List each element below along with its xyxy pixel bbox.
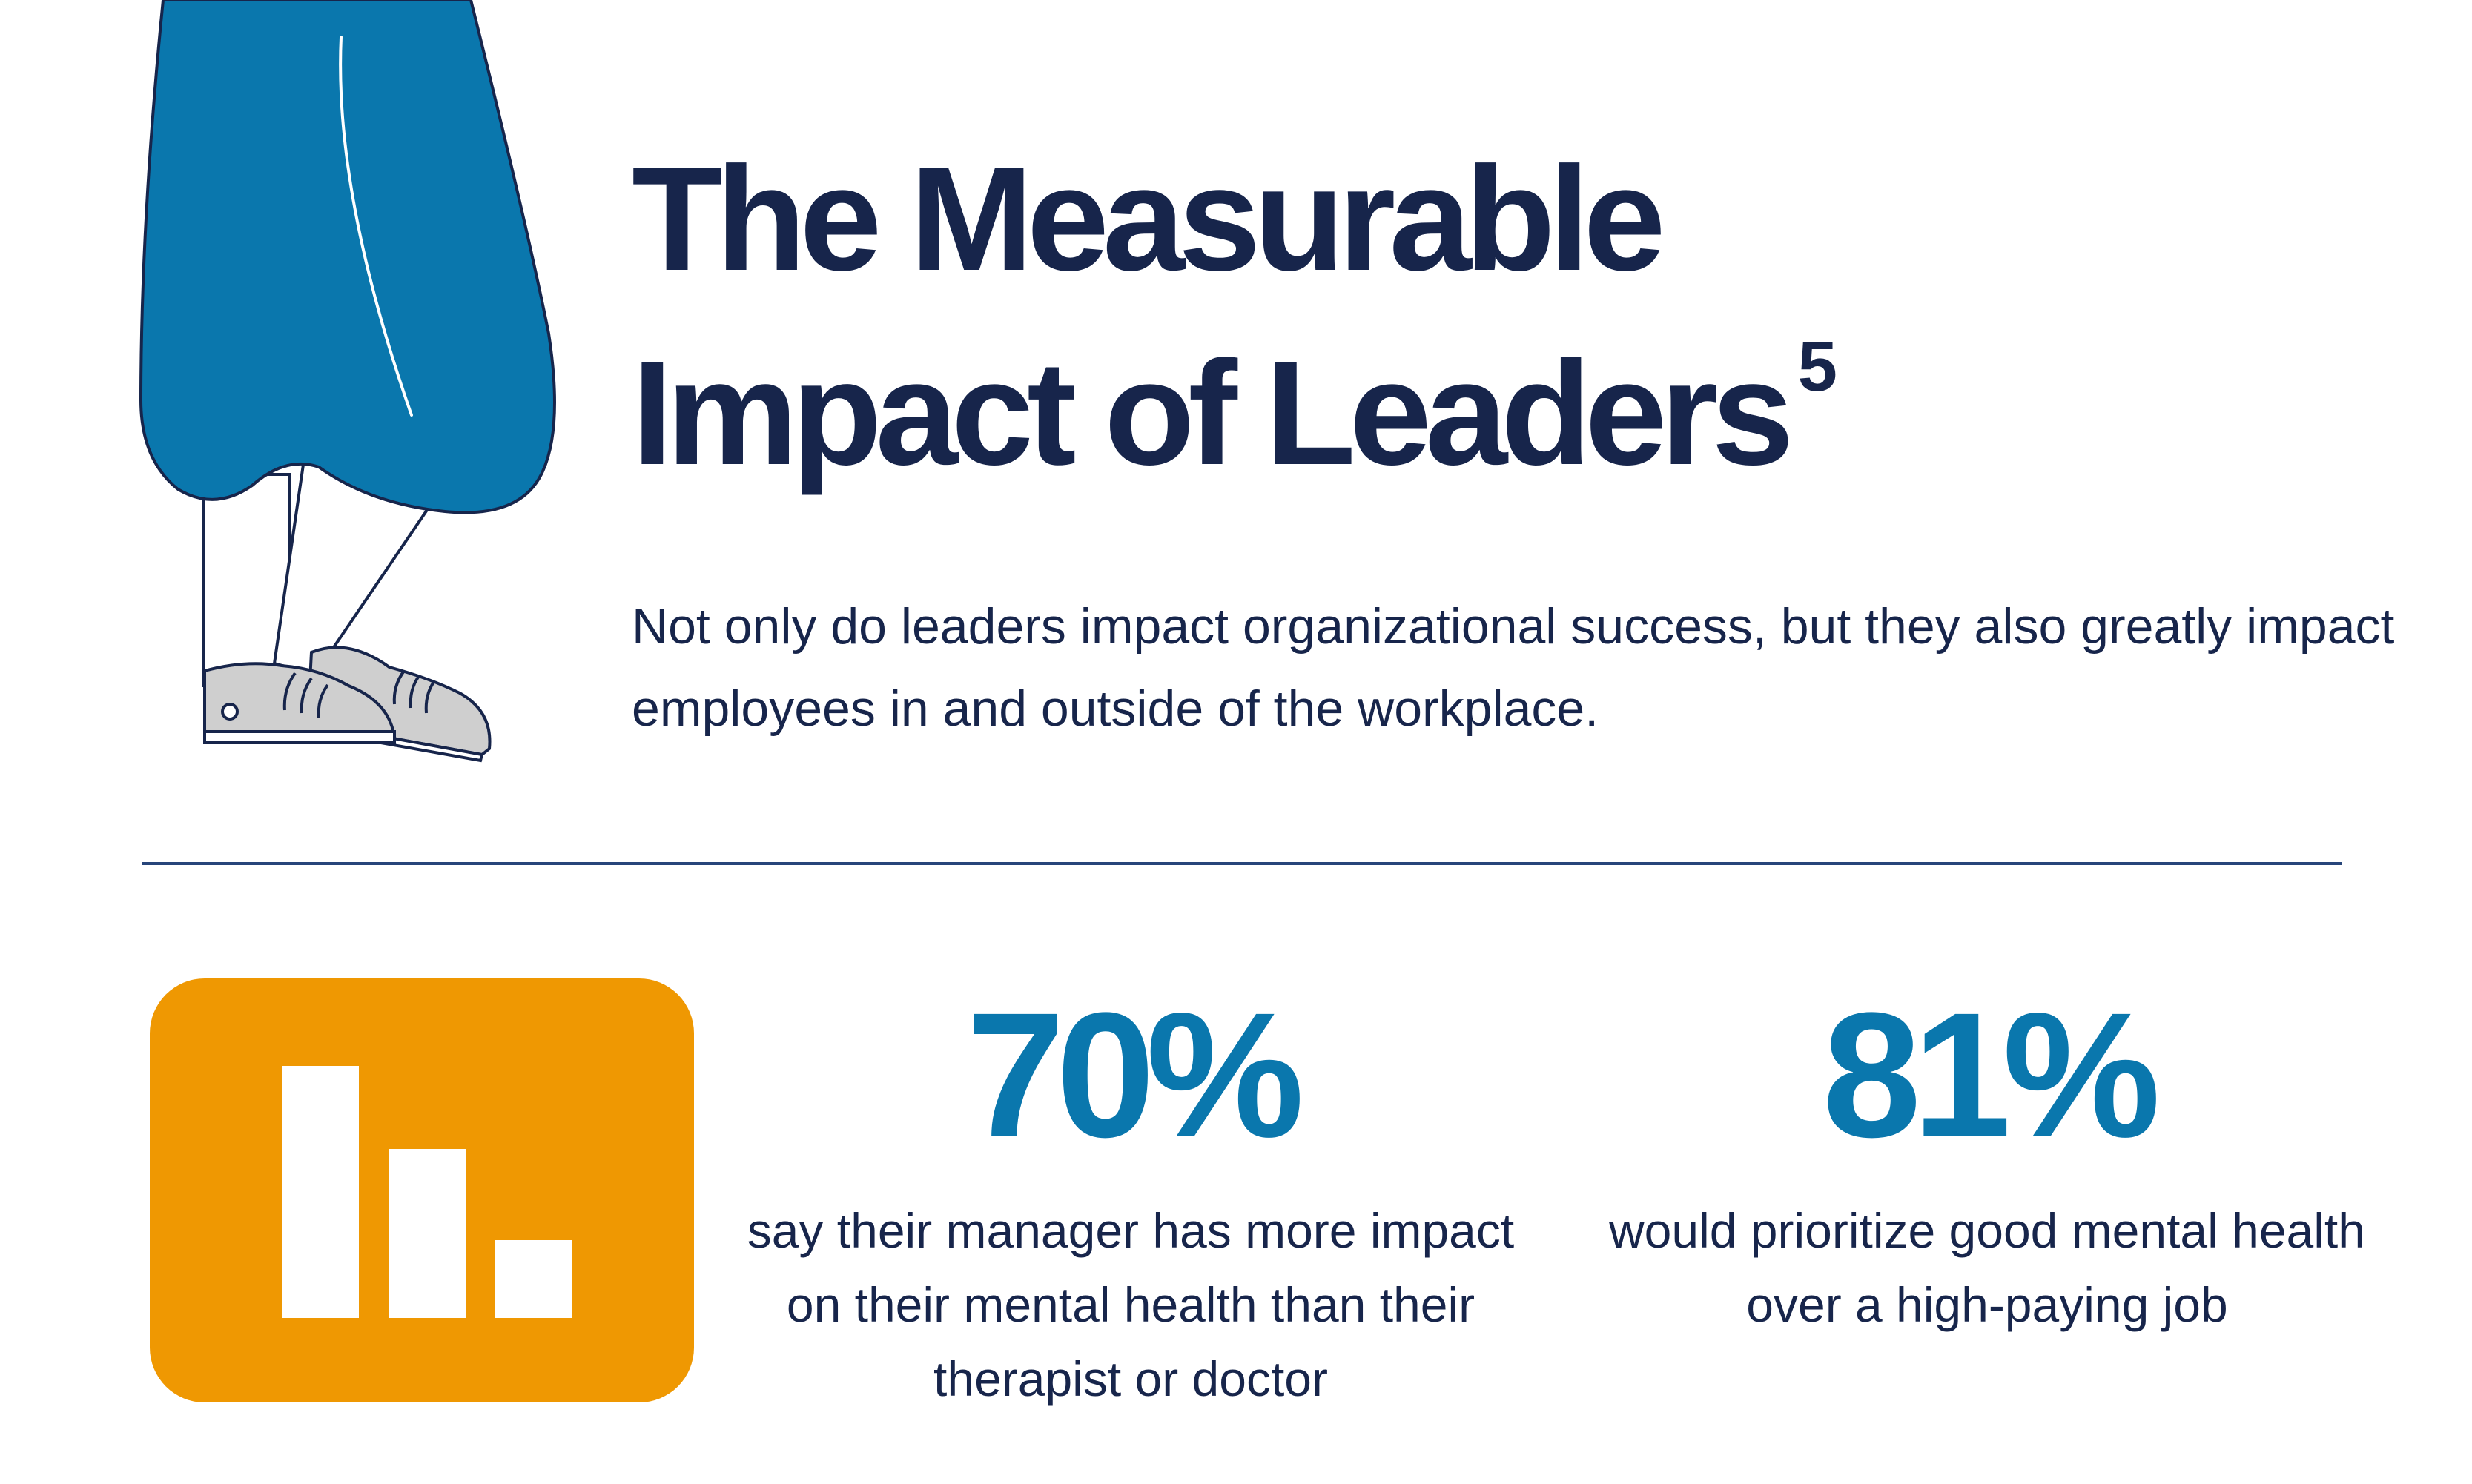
stat-description-1: say their manager has more impact on the…	[747, 1203, 1515, 1406]
stat-block-1: 70% say their manager has more impact on…	[741, 978, 1520, 1416]
bar-chart-icon	[150, 978, 694, 1402]
title-footnote: 5	[1797, 327, 1838, 406]
title-line-2-text: Impact of Leaders	[632, 331, 1794, 496]
bar-chart-icon-bar-3	[495, 1240, 572, 1318]
title-line-1: The Measurable	[632, 136, 1666, 302]
title-line-2: Impact of Leaders 5	[632, 317, 1837, 511]
page-subtitle: Not only do leaders impact organizationa…	[632, 598, 2395, 737]
stat-value-1: 70%	[965, 975, 1304, 1174]
front-shoe-icon	[203, 662, 396, 744]
bar-chart-icon-bar-2	[389, 1149, 466, 1318]
page-title: The Measurable Impact of Leaders 5	[632, 122, 1837, 511]
stat-value-2: 81%	[1822, 975, 2161, 1174]
skirt	[139, 0, 556, 514]
skirt-fold	[339, 36, 413, 417]
bar-chart-icon-bar-1	[282, 1066, 359, 1318]
stat-description-2: would prioritize good mental health over…	[1609, 1203, 2365, 1332]
stat-block-2: 81% would prioritize good mental health …	[1587, 978, 2387, 1342]
person-illustration	[139, 0, 556, 763]
section-divider	[142, 862, 2342, 865]
